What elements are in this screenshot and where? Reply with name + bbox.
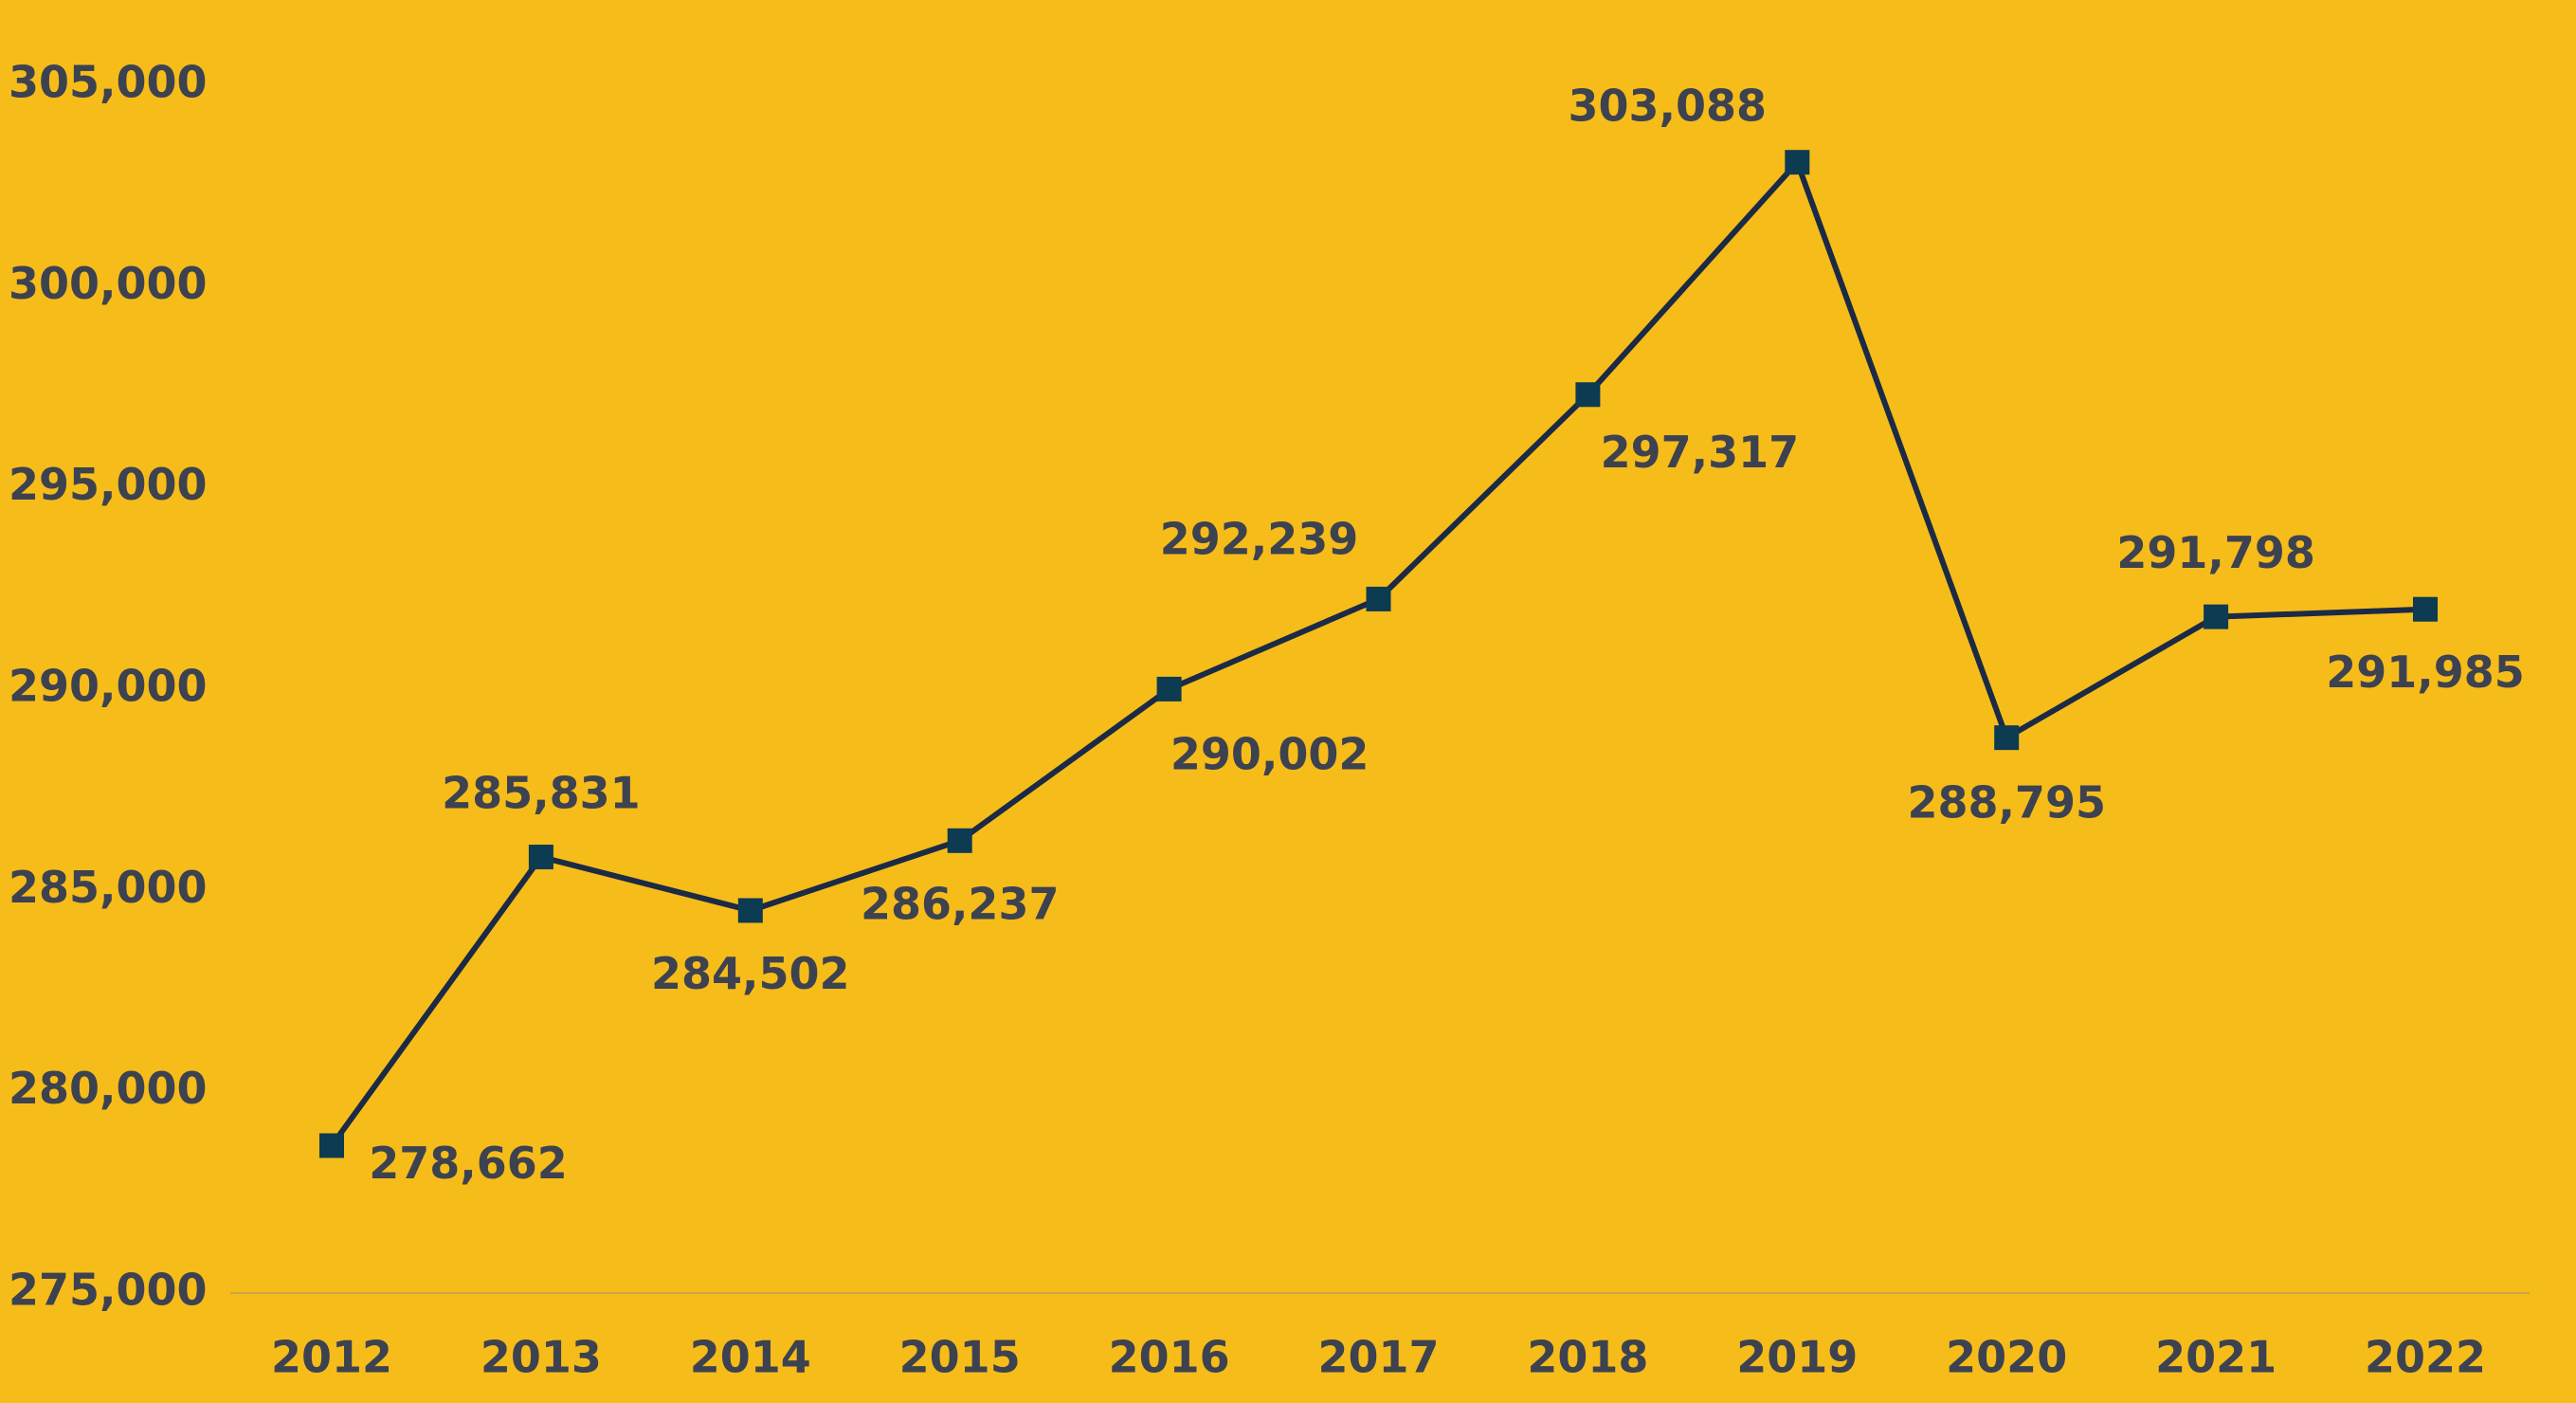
marker <box>1366 586 1391 611</box>
x-tick-label: 2012 <box>271 1332 392 1383</box>
data-label: 291,985 <box>2326 647 2525 698</box>
data-label: 303,088 <box>1569 81 1768 132</box>
data-label: 288,795 <box>1907 777 2106 829</box>
x-tick-label: 2014 <box>690 1332 811 1383</box>
x-tick-label: 2015 <box>899 1332 1021 1383</box>
y-tick-label: 285,000 <box>9 862 208 913</box>
x-tick-label: 2022 <box>2365 1332 2486 1383</box>
x-tick-label: 2020 <box>1946 1332 2067 1383</box>
marker <box>1785 150 1810 175</box>
y-tick-label: 305,000 <box>9 57 208 108</box>
x-tick-label: 2021 <box>2155 1332 2277 1383</box>
marker <box>1156 676 1182 702</box>
y-tick-label: 275,000 <box>9 1265 208 1316</box>
marker <box>319 1133 344 1158</box>
data-label: 297,317 <box>1601 427 1800 478</box>
data-label: 290,002 <box>1170 728 1370 779</box>
marker <box>947 828 972 853</box>
marker <box>2204 604 2229 629</box>
data-label: 286,237 <box>861 878 1060 929</box>
x-tick-label: 2018 <box>1527 1332 1648 1383</box>
data-label: 291,798 <box>2116 527 2315 578</box>
marker <box>528 845 553 870</box>
marker <box>2413 596 2438 622</box>
y-tick-label: 300,000 <box>9 258 208 309</box>
x-tick-label: 2019 <box>1736 1332 1858 1383</box>
y-tick-label: 280,000 <box>9 1063 208 1114</box>
marker <box>1575 382 1601 408</box>
data-label: 285,831 <box>442 768 641 819</box>
data-label: 278,662 <box>369 1138 568 1189</box>
x-tick-label: 2013 <box>481 1332 602 1383</box>
x-tick-label: 2017 <box>1317 1332 1439 1383</box>
y-tick-label: 295,000 <box>9 459 208 510</box>
data-label: 284,502 <box>651 948 850 999</box>
y-tick-label: 290,000 <box>9 661 208 712</box>
x-tick-label: 2016 <box>1109 1332 1230 1383</box>
marker <box>737 898 763 923</box>
marker <box>1994 725 2020 751</box>
data-label: 292,239 <box>1160 513 1359 564</box>
